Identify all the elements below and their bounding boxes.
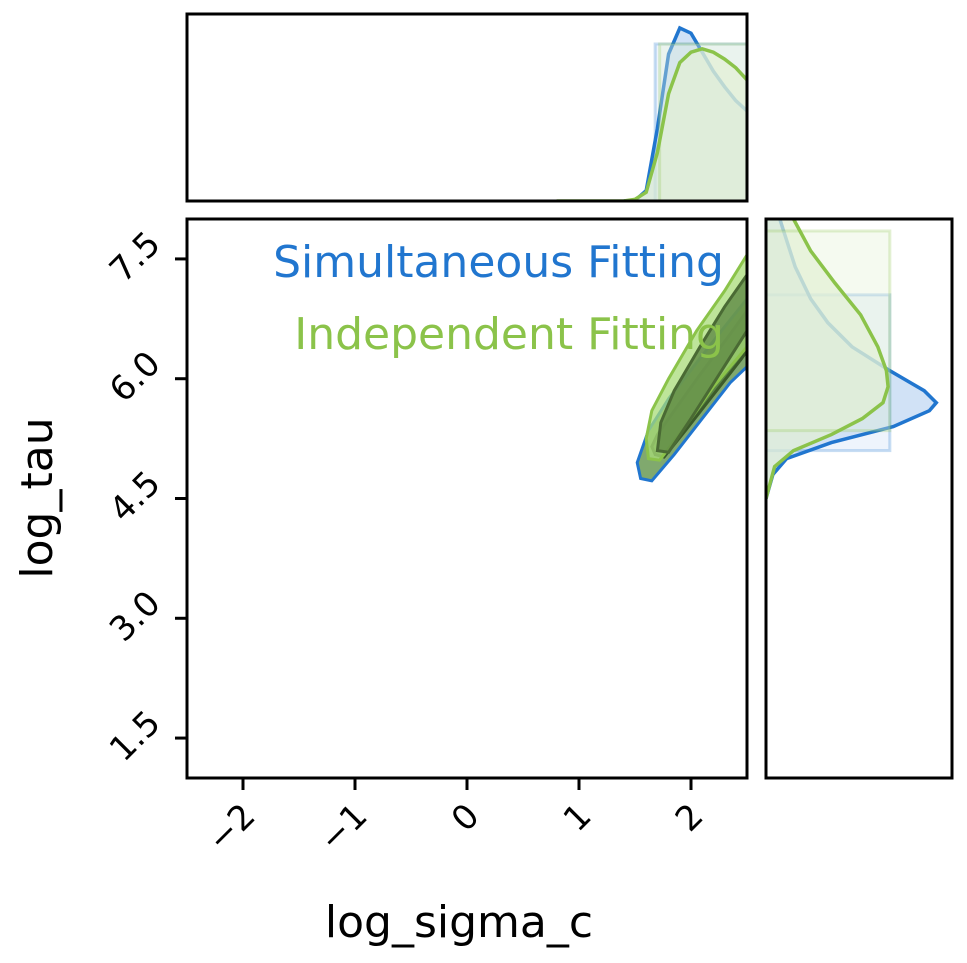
top-credible-band-independent-fitting bbox=[658, 42, 747, 201]
top-panel-frame bbox=[185, 12, 749, 203]
top-density-fill-independent-fitting bbox=[556, 48, 747, 201]
x-axis-label: log_sigma_c bbox=[325, 897, 593, 948]
right-density-fill-independent-fitting bbox=[766, 219, 889, 499]
contour-inner-independent-fitting bbox=[655, 272, 747, 454]
right-density-line-independent-fitting bbox=[766, 219, 890, 499]
y-axis-label: log_tau bbox=[12, 417, 63, 578]
legend-entry-simultaneous-fitting: Simultaneous Fitting bbox=[273, 237, 724, 288]
right-marginal-panel bbox=[764, 217, 954, 780]
right-panel-frame bbox=[764, 217, 954, 780]
legend-entry-independent-fitting: Independent Fitting bbox=[294, 309, 724, 360]
top-marginal-panel bbox=[185, 12, 749, 203]
legend: Simultaneous Fitting Independent Fitting bbox=[273, 237, 724, 360]
right-credible-band-independent-fitting bbox=[766, 229, 892, 433]
top-density-line-independent-fitting bbox=[556, 46, 747, 201]
